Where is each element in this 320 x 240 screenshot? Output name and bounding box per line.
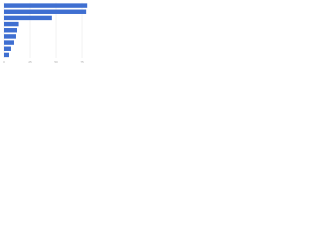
bar [4, 21, 19, 27]
x-tick-label: 50 [54, 60, 58, 64]
bar [4, 46, 11, 51]
x-tick-label: 25 [28, 60, 32, 64]
bar [4, 34, 16, 39]
bar [4, 40, 14, 45]
bar [4, 9, 87, 14]
bar [4, 52, 9, 58]
x-tick-label: 75 [80, 60, 84, 64]
bar [4, 28, 17, 33]
bar [4, 15, 52, 21]
bar [4, 3, 88, 8]
chart: 0 25 50 75 [3, 2, 88, 64]
x-tick-label: 0 [3, 60, 5, 64]
